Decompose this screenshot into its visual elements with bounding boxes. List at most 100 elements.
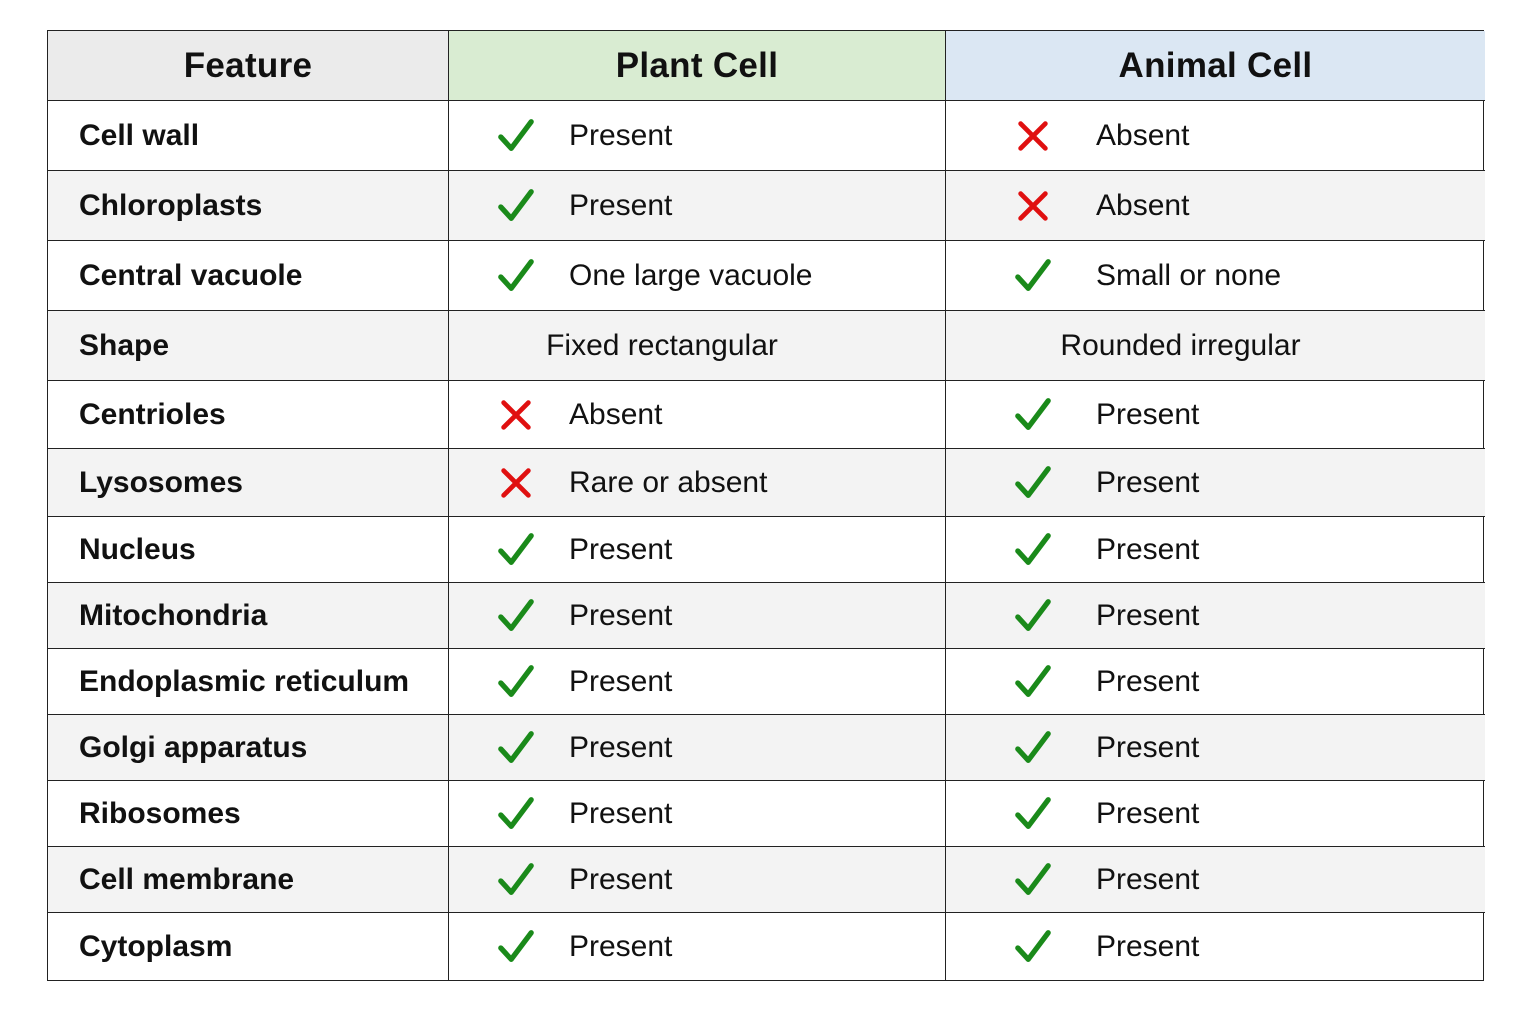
- animal-cell-value: Present: [946, 583, 1485, 649]
- plant-value-text: Present: [569, 118, 673, 152]
- animal-value-text: Absent: [1096, 188, 1190, 222]
- header-feature: Feature: [48, 31, 449, 101]
- animal-value-text: Rounded irregular: [1060, 328, 1301, 362]
- plant-cell-value: Present: [449, 913, 946, 980]
- animal-value-text: Present: [1096, 796, 1200, 830]
- plant-value-text: Present: [569, 929, 673, 963]
- check-icon: [1015, 598, 1051, 631]
- feature-label: Chloroplasts: [79, 188, 263, 222]
- comparison-table: Feature Plant Cell Animal Cell Cell wall…: [47, 30, 1485, 981]
- animal-cell-value: Present: [946, 517, 1485, 583]
- feature-cell: Cell wall: [48, 101, 449, 171]
- cross-icon: [501, 399, 531, 430]
- animal-value-text: Small or none: [1096, 258, 1282, 292]
- check-icon: [498, 118, 534, 151]
- plant-cell-value: Present: [449, 101, 946, 171]
- feature-label: Ribosomes: [79, 796, 241, 830]
- animal-cell-value: Present: [946, 913, 1485, 980]
- animal-cell-value: Rounded irregular: [946, 311, 1485, 381]
- check-icon: [1015, 862, 1051, 895]
- animal-value-text: Present: [1096, 598, 1200, 632]
- plant-cell-value: Present: [449, 171, 946, 241]
- plant-cell-value: Present: [449, 715, 946, 781]
- header-animal-cell: Animal Cell: [946, 31, 1485, 101]
- plant-value-text: One large vacuole: [569, 258, 813, 292]
- animal-cell-value: Present: [946, 847, 1485, 913]
- plant-cell-value: One large vacuole: [449, 241, 946, 311]
- feature-cell: Mitochondria: [48, 583, 449, 649]
- plant-value-text: Fixed rectangular: [546, 328, 778, 362]
- plant-value-text: Present: [569, 188, 673, 222]
- feature-label: Centrioles: [79, 397, 226, 431]
- check-icon: [498, 862, 534, 895]
- animal-cell-value: Small or none: [946, 241, 1485, 311]
- plant-value-text: Present: [569, 796, 673, 830]
- feature-cell: Cytoplasm: [48, 913, 449, 980]
- animal-value-text: Present: [1096, 862, 1200, 896]
- animal-value-text: Present: [1096, 532, 1200, 566]
- plant-cell-value: Present: [449, 781, 946, 847]
- check-icon: [1015, 258, 1051, 291]
- feature-label: Mitochondria: [79, 598, 268, 632]
- feature-label: Golgi apparatus: [79, 730, 308, 764]
- plant-cell-value: Present: [449, 649, 946, 715]
- feature-cell: Lysosomes: [48, 449, 449, 517]
- animal-value-text: Absent: [1096, 118, 1190, 152]
- animal-cell-value: Absent: [946, 171, 1485, 241]
- check-icon: [498, 929, 534, 962]
- animal-value-text: Present: [1096, 465, 1200, 499]
- header-feature-label: Feature: [183, 45, 313, 85]
- check-icon: [498, 598, 534, 631]
- animal-cell-value: Absent: [946, 101, 1485, 171]
- check-icon: [498, 730, 534, 763]
- feature-label: Shape: [79, 328, 170, 362]
- plant-value-text: Present: [569, 862, 673, 896]
- cross-icon: [1018, 120, 1048, 151]
- plant-value-text: Absent: [569, 397, 663, 431]
- check-icon: [1015, 397, 1051, 430]
- plant-cell-value: Present: [449, 517, 946, 583]
- plant-cell-value: Rare or absent: [449, 449, 946, 517]
- feature-cell: Shape: [48, 311, 449, 381]
- feature-cell: Nucleus: [48, 517, 449, 583]
- plant-value-text: Present: [569, 730, 673, 764]
- check-icon: [498, 796, 534, 829]
- feature-cell: Ribosomes: [48, 781, 449, 847]
- cross-icon: [501, 467, 531, 498]
- feature-cell: Endoplasmic reticulum: [48, 649, 449, 715]
- feature-label: Endoplasmic reticulum: [79, 664, 410, 698]
- feature-label: Cytoplasm: [79, 929, 233, 963]
- header-plant-cell: Plant Cell: [449, 31, 946, 101]
- check-icon: [498, 188, 534, 221]
- animal-value-text: Present: [1096, 397, 1200, 431]
- feature-cell: Golgi apparatus: [48, 715, 449, 781]
- header-plant-cell-label: Plant Cell: [615, 45, 779, 85]
- animal-value-text: Present: [1096, 730, 1200, 764]
- feature-label: Cell wall: [79, 118, 200, 152]
- check-icon: [1015, 532, 1051, 565]
- check-icon: [498, 258, 534, 291]
- feature-label: Lysosomes: [79, 465, 243, 499]
- animal-value-text: Present: [1096, 929, 1200, 963]
- animal-cell-value: Present: [946, 781, 1485, 847]
- plant-value-text: Present: [569, 598, 673, 632]
- animal-cell-value: Present: [946, 449, 1485, 517]
- feature-label: Cell membrane: [79, 862, 295, 896]
- plant-value-text: Present: [569, 664, 673, 698]
- check-icon: [1015, 664, 1051, 697]
- plant-value-text: Rare or absent: [569, 465, 768, 499]
- feature-cell: Centrioles: [48, 381, 449, 449]
- check-icon: [1015, 796, 1051, 829]
- header-animal-cell-label: Animal Cell: [1118, 45, 1313, 85]
- plant-value-text: Present: [569, 532, 673, 566]
- plant-cell-value: Present: [449, 847, 946, 913]
- animal-value-text: Present: [1096, 664, 1200, 698]
- check-icon: [1015, 929, 1051, 962]
- animal-cell-value: Present: [946, 715, 1485, 781]
- plant-cell-value: Absent: [449, 381, 946, 449]
- plant-cell-value: Present: [449, 583, 946, 649]
- check-icon: [498, 532, 534, 565]
- animal-cell-value: Present: [946, 649, 1485, 715]
- animal-cell-value: Present: [946, 381, 1485, 449]
- check-icon: [498, 664, 534, 697]
